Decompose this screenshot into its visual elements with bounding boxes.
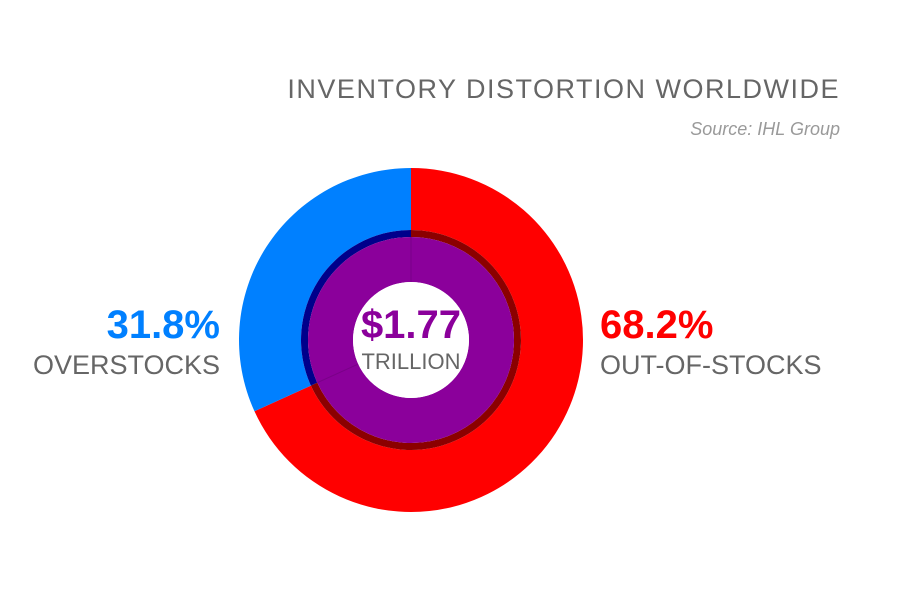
inner-ring-overstocks bbox=[307, 237, 411, 383]
chart-source: Source: IHL Group bbox=[690, 119, 840, 139]
slice-overstocks bbox=[239, 168, 411, 412]
slices-group bbox=[239, 168, 583, 512]
center-total-value: $1.77 bbox=[361, 303, 461, 347]
overstocks-category-label: OVERSTOCKS bbox=[33, 350, 220, 380]
out-of-stocks-percent-label: 68.2% bbox=[600, 303, 713, 347]
center-total-unit: TRILLION bbox=[361, 349, 460, 374]
chart-title: INVENTORY DISTORTION WORLDWIDE bbox=[287, 74, 840, 104]
slice-band-overstocks bbox=[301, 230, 411, 386]
overstocks-percent-label: 31.8% bbox=[107, 303, 220, 347]
inner-ring-out-of-stocks bbox=[317, 237, 514, 443]
out-of-stocks-category-label: OUT-OF-STOCKS bbox=[600, 350, 822, 380]
slice-out-of-stocks bbox=[254, 168, 583, 512]
center-hole bbox=[353, 282, 469, 398]
inner-separator bbox=[317, 363, 359, 384]
